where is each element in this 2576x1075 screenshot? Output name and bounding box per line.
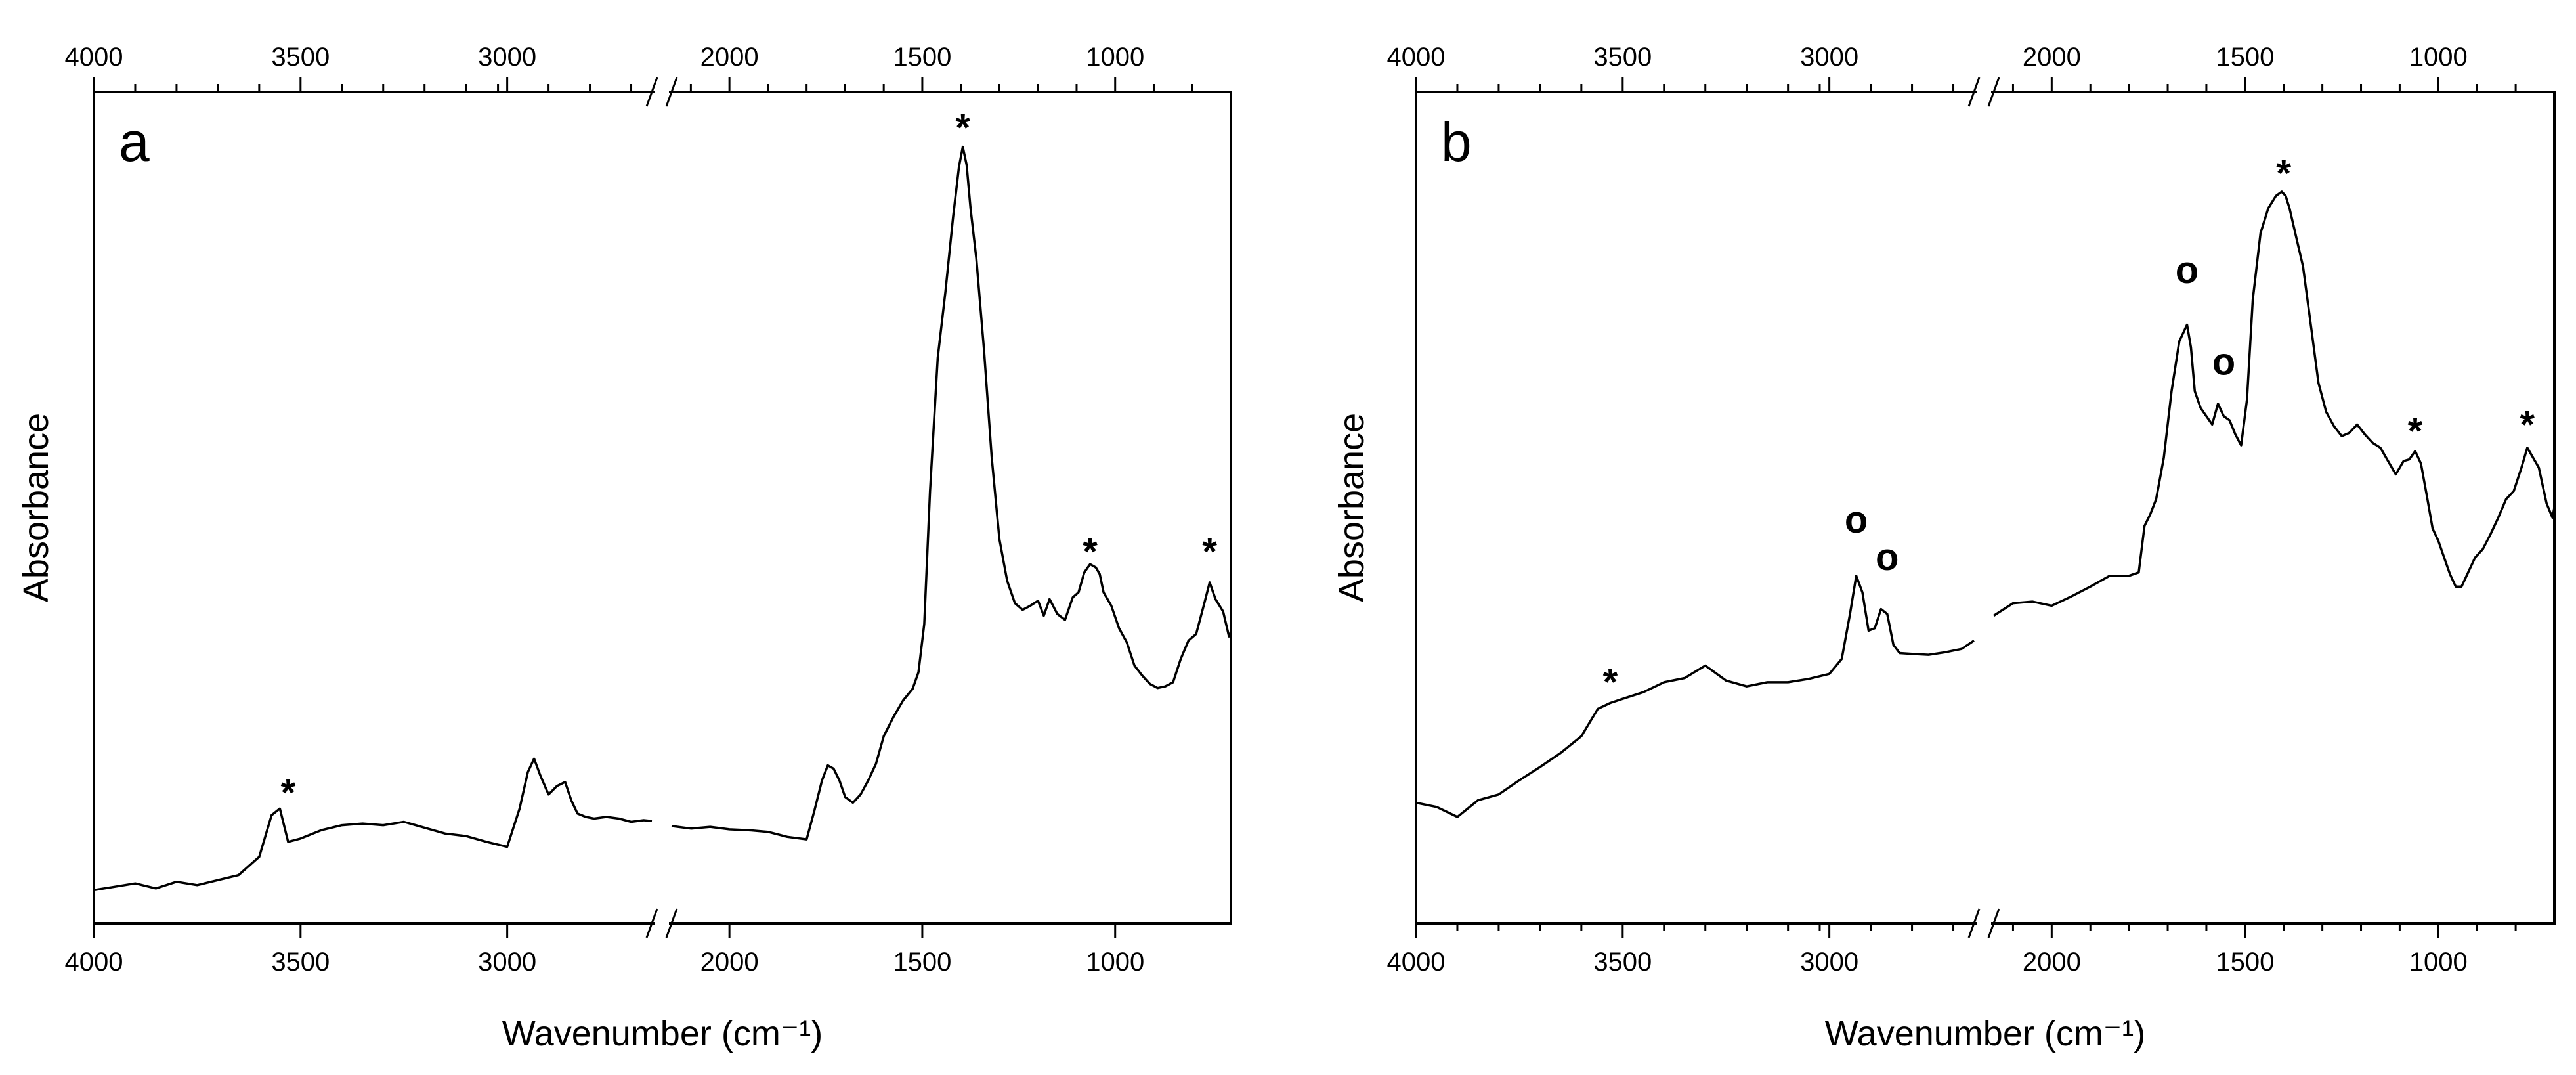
peak-marker-asterisk: * xyxy=(1083,531,1098,573)
x-tick-label-bottom: 4000 xyxy=(65,948,123,976)
axis-break-stroke xyxy=(1967,77,1981,107)
x-tick-label-top: 1000 xyxy=(1086,43,1144,72)
plot-frame xyxy=(1415,91,2556,925)
x-tick-label-top: 2000 xyxy=(700,43,759,72)
plot-frame xyxy=(93,91,1232,925)
spectrum-trace xyxy=(1415,575,1975,818)
axis-break-gap xyxy=(1977,914,1991,932)
peak-marker-circle: o xyxy=(1845,498,1868,541)
peak-marker-asterisk: * xyxy=(281,772,296,814)
trace-group xyxy=(1415,190,2556,818)
spectrum-trace xyxy=(93,757,653,892)
x-tick-label-bottom: 1000 xyxy=(1086,948,1144,976)
peak-marker-circle: o xyxy=(1876,536,1899,579)
y-axis-title: Absorbance xyxy=(1332,413,1371,602)
panel-b: 4000 4000 3500 3500 3000 3000 2000 2000 1500 1500… xyxy=(1332,43,2556,1053)
axis-break-stroke xyxy=(665,77,678,107)
panel-letter: a xyxy=(119,111,150,173)
x-tick-label-bottom: 2000 xyxy=(700,948,759,976)
x-tick-label-top: 1500 xyxy=(893,43,951,72)
x-axis-title: Wavenumber (cm⁻¹) xyxy=(502,1014,823,1053)
axis-break-stroke xyxy=(645,908,658,938)
y-axis-title: Absorbance xyxy=(16,413,56,602)
axis-break-stroke xyxy=(1987,908,2000,938)
x-tick-label-top: 4000 xyxy=(1387,43,1446,72)
peak-marker-asterisk: * xyxy=(1202,531,1217,573)
x-tick-label-bottom: 1500 xyxy=(2216,948,2274,976)
spectrum-trace xyxy=(671,145,1232,841)
x-tick-label-bottom: 3500 xyxy=(271,948,330,976)
tick-group: 4000 4000 3500 3500 3000 3000 2000 2000 1500 1500… xyxy=(65,43,1193,976)
peak-marker-circle: o xyxy=(2176,249,2199,292)
panel-letter: b xyxy=(1441,111,1472,173)
x-tick-label-bottom: 2000 xyxy=(2023,948,2081,976)
x-tick-label-top: 1000 xyxy=(2409,43,2468,72)
peak-marker-asterisk: * xyxy=(955,106,970,149)
axis-break-symbols xyxy=(1967,77,2000,938)
x-tick-label-bottom: 3000 xyxy=(1800,948,1858,976)
x-tick-label-bottom: 3000 xyxy=(478,948,536,976)
x-tick-label-bottom: 1000 xyxy=(2409,948,2468,976)
x-tick-label-top: 3500 xyxy=(1593,43,1652,72)
x-tick-label-bottom: 1500 xyxy=(893,948,951,976)
x-axis-title: Wavenumber (cm⁻¹) xyxy=(1825,1014,2146,1053)
x-tick-label-top: 2000 xyxy=(2023,43,2081,72)
peak-marker-asterisk: * xyxy=(2276,152,2291,195)
x-tick-label-bottom: 3500 xyxy=(1593,948,1652,976)
axis-break-gap xyxy=(1977,83,1991,101)
axis-break-stroke xyxy=(1987,77,2000,107)
panel-a: 4000 4000 3500 3500 3000 3000 2000 2000 1500 1500… xyxy=(16,43,1232,1053)
axis-break-gap xyxy=(655,914,669,932)
tick-group: 4000 4000 3500 3500 3000 3000 2000 2000 1500 1500… xyxy=(1387,43,2517,976)
x-tick-label-top: 3000 xyxy=(1800,43,1858,72)
x-tick-label-top: 3000 xyxy=(478,43,536,72)
axis-break-symbols xyxy=(645,77,678,938)
x-tick-label-top: 4000 xyxy=(65,43,123,72)
axis-break-stroke xyxy=(1967,908,1981,938)
peak-marker-asterisk: * xyxy=(1603,661,1618,704)
peak-marker-asterisk: * xyxy=(2408,410,2423,452)
x-tick-label-bottom: 4000 xyxy=(1387,948,1446,976)
peak-marker-asterisk: * xyxy=(2520,403,2535,446)
axis-break-gap xyxy=(655,83,669,101)
spectrum-trace xyxy=(1993,190,2556,617)
trace-group xyxy=(93,145,1232,892)
axis-break-stroke xyxy=(665,908,678,938)
axis-break-stroke xyxy=(645,77,658,107)
x-tick-label-top: 3500 xyxy=(271,43,330,72)
x-tick-label-top: 1500 xyxy=(2216,43,2274,72)
peak-marker-circle: o xyxy=(2212,340,2235,383)
annotation-group: * * * * xyxy=(281,106,1218,814)
